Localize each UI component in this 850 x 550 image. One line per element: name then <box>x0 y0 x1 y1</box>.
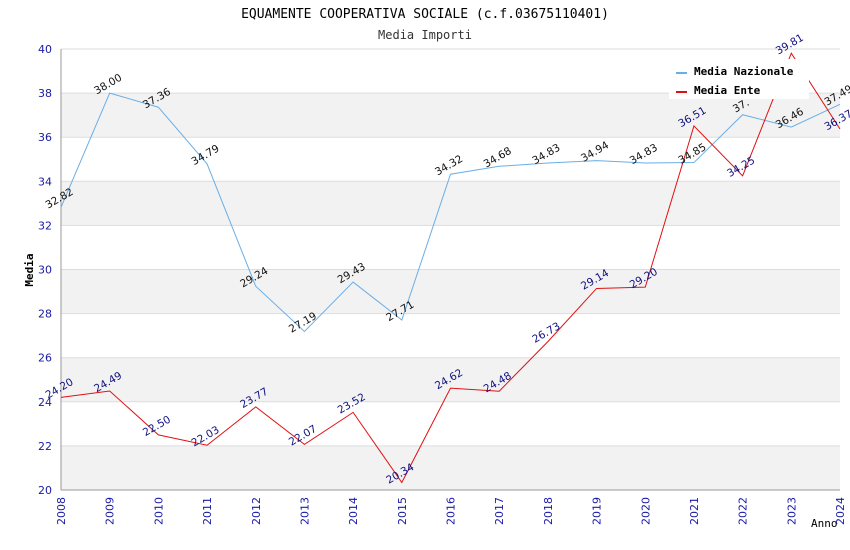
data-label: 22.07 <box>287 423 319 448</box>
x-tick-label: 2011 <box>201 497 214 525</box>
series-line-media-ente <box>60 52 841 484</box>
grid-band <box>61 269 840 314</box>
x-tick-label: 2009 <box>104 497 117 525</box>
x-tick-label: 2012 <box>250 497 263 525</box>
x-tick-label: 2020 <box>639 497 652 525</box>
legend-label-media-nazionale: Media Nazionale <box>694 65 794 78</box>
y-tick-label: 20 <box>38 484 52 497</box>
grid-band <box>61 181 840 226</box>
series-line-media-nazionale <box>60 92 841 333</box>
x-tick-label: 2022 <box>737 497 750 525</box>
x-tick-label: 2017 <box>493 497 506 525</box>
y-tick-label: 26 <box>38 352 52 365</box>
grid-band <box>61 93 840 138</box>
data-label: 34.32 <box>433 153 465 178</box>
x-tick-label: 2013 <box>298 497 311 525</box>
x-axis-label: Anno <box>811 517 838 530</box>
data-label: 34.79 <box>190 143 222 168</box>
y-tick-label: 32 <box>38 219 52 232</box>
x-tick-label: 2024 <box>834 497 847 525</box>
y-tick-label: 38 <box>38 87 52 100</box>
data-label: 22.50 <box>141 414 173 439</box>
y-tick-label: 40 <box>38 43 52 56</box>
x-tick-label: 2015 <box>396 497 409 525</box>
x-tick-label: 2021 <box>688 497 701 525</box>
x-tick-label: 2014 <box>347 497 360 525</box>
y-tick-label: 22 <box>38 440 52 453</box>
chart-subtitle: Media Importi <box>378 28 472 42</box>
grid-band <box>61 357 840 402</box>
y-tick-label: 28 <box>38 308 52 321</box>
grid-lines <box>61 48 840 491</box>
x-tick-label: 2019 <box>591 497 604 525</box>
series-lines <box>60 52 841 484</box>
y-axis-label: Media <box>23 253 36 286</box>
chart-title: EQUAMENTE COOPERATIVA SOCIALE (c.f.03675… <box>241 7 609 22</box>
y-tick-label: 36 <box>38 131 52 144</box>
y-tick-label: 24 <box>38 396 52 409</box>
x-tick-label: 2018 <box>542 497 555 525</box>
data-label: 39.81 <box>774 32 806 57</box>
x-tick-label: 2008 <box>55 497 68 525</box>
y-tick-label: 34 <box>38 175 52 188</box>
grid-bands <box>61 93 840 490</box>
grid-band <box>61 445 840 490</box>
x-tick-label: 2010 <box>152 497 165 525</box>
y-axis-ticks: 20 22 24 26 28 30 32 34 36 38 40 <box>38 43 52 497</box>
data-label: 26.73 <box>530 320 562 345</box>
y-tick-label: 30 <box>38 264 52 277</box>
legend: Media Nazionale Media Ente <box>669 59 809 99</box>
x-tick-label: 2023 <box>785 497 798 525</box>
legend-box <box>669 59 809 99</box>
data-label: 34.25 <box>725 154 757 179</box>
legend-label-media-ente: Media Ente <box>694 84 761 97</box>
x-tick-label: 2016 <box>445 497 458 525</box>
x-axis-ticks: 2008 2009 2010 2011 2012 2013 2014 2015 2016 2017… <box>55 497 847 525</box>
